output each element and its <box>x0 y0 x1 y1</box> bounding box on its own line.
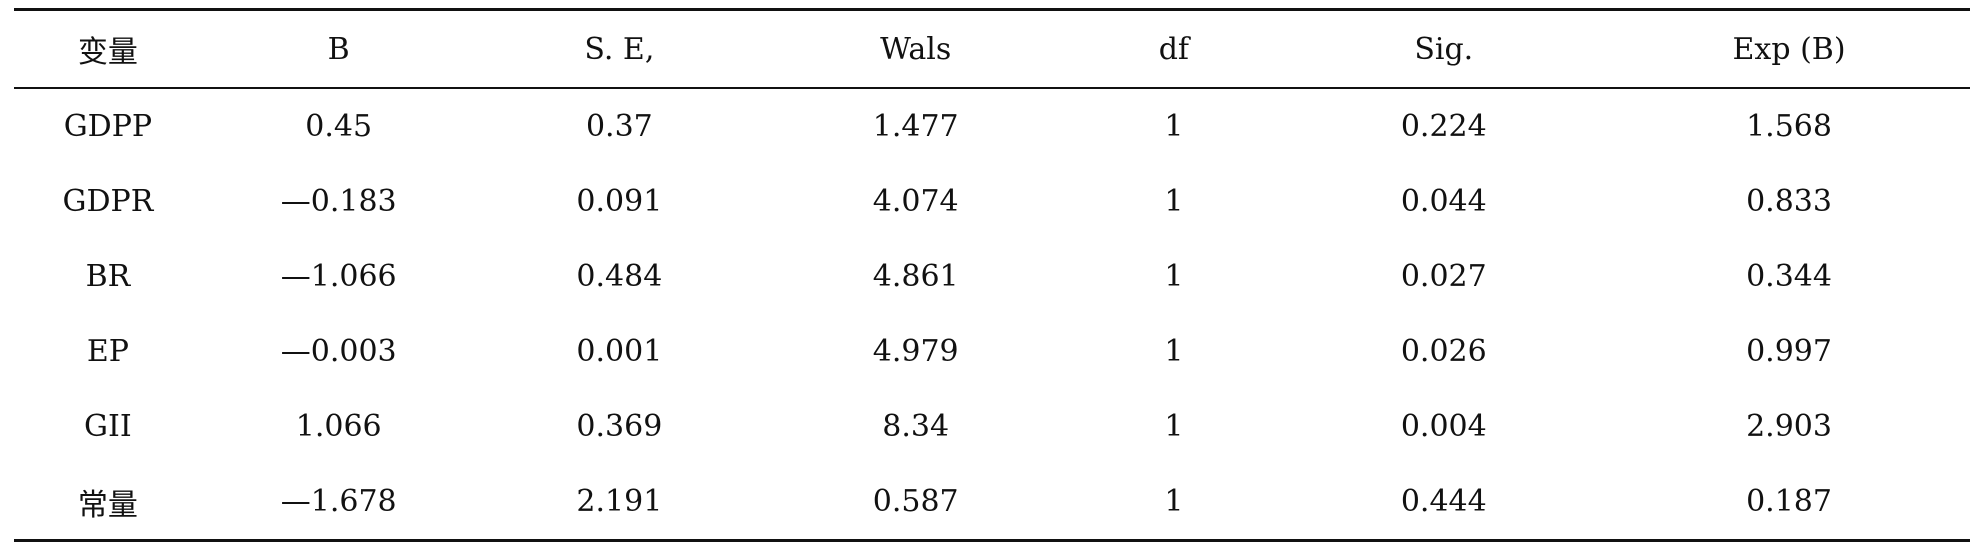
cell-wals: 4.074 <box>872 184 959 219</box>
header-sig: Sig. <box>1414 31 1474 67</box>
table-row: EP —0.003 0.001 4.979 1 0.026 0.997 <box>14 314 1970 389</box>
table-row: 常量 —1.678 2.191 0.587 1 0.444 0.187 <box>14 464 1970 541</box>
header-exp-b: Exp (B) <box>1732 31 1846 67</box>
cell-sig: 0.026 <box>1400 334 1487 369</box>
cell-df: 1 <box>1164 334 1184 369</box>
cell-exp-b: 1.568 <box>1746 109 1832 144</box>
cell-variable: GII <box>84 409 132 444</box>
table-row: GDPP 0.45 0.37 1.477 1 0.224 1.568 <box>14 88 1970 164</box>
header-df: df <box>1158 31 1190 67</box>
header-wals: Wals <box>880 31 952 67</box>
cell-b: —0.183 <box>280 184 397 219</box>
table-body: GDPP 0.45 0.37 1.477 1 0.224 1.568 GDPR … <box>14 88 1970 541</box>
cell-se: 0.369 <box>576 409 663 444</box>
cell-se: 0.091 <box>576 184 663 219</box>
header-row: 变量 B S. E, Wals df Sig. Exp (B) <box>14 9 1970 88</box>
cell-b: —0.003 <box>280 334 397 369</box>
cell-df: 1 <box>1164 184 1184 219</box>
cell-df: 1 <box>1164 109 1184 144</box>
table-row: GDPR —0.183 0.091 4.074 1 0.044 0.833 <box>14 164 1970 239</box>
cell-se: 0.484 <box>576 259 663 294</box>
cell-sig: 0.004 <box>1400 409 1487 444</box>
regression-table-container: 变量 B S. E, Wals df Sig. Exp (B) GDPP 0.4… <box>14 8 1970 542</box>
cell-exp-b: 0.997 <box>1746 334 1832 369</box>
cell-se: 2.191 <box>576 484 663 519</box>
table-row: BR —1.066 0.484 4.861 1 0.027 0.344 <box>14 239 1970 314</box>
cell-df: 1 <box>1164 259 1184 294</box>
cell-exp-b: 2.903 <box>1746 409 1832 444</box>
cell-exp-b: 0.187 <box>1746 484 1832 519</box>
cell-wals: 1.477 <box>872 109 959 144</box>
cell-df: 1 <box>1164 409 1184 444</box>
table-row: GII 1.066 0.369 8.34 1 0.004 2.903 <box>14 389 1970 464</box>
header-variable: 变量 <box>77 35 138 70</box>
cell-se: 0.001 <box>576 334 663 369</box>
cell-sig: 0.044 <box>1400 184 1487 219</box>
cell-b: 0.45 <box>305 109 373 144</box>
cell-b: —1.678 <box>280 484 397 519</box>
cell-variable: BR <box>85 259 131 294</box>
cell-exp-b: 0.833 <box>1746 184 1832 219</box>
cell-df: 1 <box>1164 484 1184 519</box>
table-header: 变量 B S. E, Wals df Sig. Exp (B) <box>14 9 1970 88</box>
cell-wals: 4.979 <box>872 334 959 369</box>
cell-wals: 8.34 <box>882 409 950 444</box>
cell-wals: 0.587 <box>872 484 959 519</box>
cell-exp-b: 0.344 <box>1746 259 1832 294</box>
cell-sig: 0.027 <box>1400 259 1487 294</box>
regression-table: 变量 B S. E, Wals df Sig. Exp (B) GDPP 0.4… <box>14 8 1970 542</box>
cell-variable: 常量 <box>77 487 138 523</box>
header-b: B <box>327 31 350 67</box>
cell-sig: 0.444 <box>1400 484 1487 519</box>
cell-variable: GDPR <box>62 184 154 219</box>
header-se: S. E, <box>584 31 655 67</box>
cell-sig: 0.224 <box>1400 109 1487 144</box>
cell-se: 0.37 <box>585 109 653 144</box>
cell-variable: EP <box>86 334 129 369</box>
cell-wals: 4.861 <box>872 259 959 294</box>
cell-variable: GDPP <box>63 109 153 144</box>
cell-b: —1.066 <box>280 259 397 294</box>
cell-b: 1.066 <box>295 409 382 444</box>
